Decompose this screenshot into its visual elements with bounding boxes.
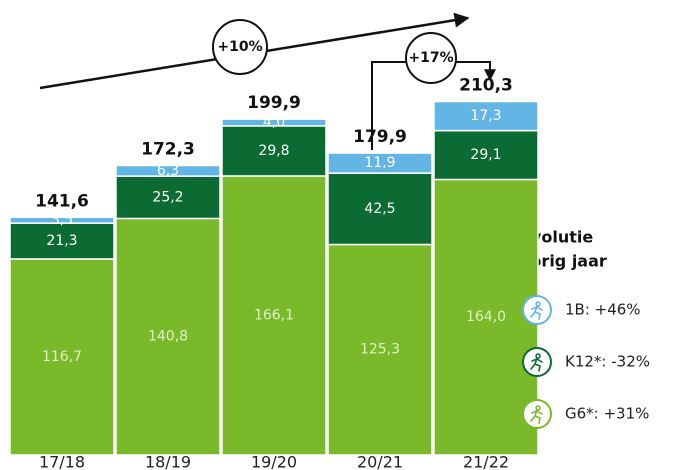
bar-segment (433, 178, 539, 456)
annotation: +17% (408, 50, 453, 66)
bar-segment (9, 216, 115, 224)
segment-label: 29,8 (258, 143, 289, 159)
bar-segment (221, 118, 327, 127)
bar-segment (221, 175, 327, 456)
bar-segment (115, 175, 221, 220)
annotation: +10% (217, 39, 262, 55)
segment-label: 125,3 (360, 342, 400, 358)
segment-label: 42,5 (364, 201, 395, 217)
legend-icon (522, 295, 552, 325)
bar-segment (115, 217, 221, 456)
segment-label: 164,0 (466, 309, 506, 325)
bar-segment (433, 129, 539, 181)
segment-label: 6,3 (157, 163, 179, 179)
legend-label: K12*: -32% (565, 353, 650, 371)
bar-segment (327, 243, 433, 456)
bar-segment (9, 258, 115, 456)
annotation-circle (405, 32, 457, 84)
x-tick-label: 20/21 (357, 453, 403, 470)
total-label: 199,9 (247, 93, 301, 113)
bar-segment (221, 125, 327, 177)
legend-icon-figure (530, 301, 543, 320)
total-label: 210,3 (459, 76, 513, 96)
segment-label: 3,5 (51, 212, 73, 228)
legend-label: G6*: +31% (565, 405, 649, 423)
legend-title: vorig jaar (520, 252, 607, 271)
x-tick-label: 18/19 (145, 453, 191, 470)
bar-segment (115, 164, 221, 177)
annotation-circle (212, 19, 268, 75)
x-tick-label: 19/20 (251, 453, 297, 470)
legend-icon (522, 347, 552, 377)
bar-segment (9, 222, 115, 260)
legend-icon (522, 399, 552, 429)
total-label: 179,9 (353, 127, 407, 147)
bar-segment (327, 152, 433, 174)
total-label: 172,3 (141, 140, 195, 160)
segment-label: 116,7 (42, 349, 82, 365)
segment-label: 140,8 (148, 329, 188, 345)
segment-label: 25,2 (152, 189, 183, 205)
segment-label: 4,0 (263, 115, 285, 131)
x-tick-label: 17/18 (39, 453, 85, 470)
bar-segment (433, 100, 539, 132)
segment-label: 21,3 (46, 233, 77, 249)
total-label: 141,6 (35, 191, 89, 211)
segment-label: 166,1 (254, 307, 294, 323)
legend-label: 1B: +46% (565, 301, 641, 319)
segment-label: 17,3 (470, 108, 501, 124)
legend-icon-figure (530, 405, 543, 424)
segment-label: 29,1 (470, 147, 501, 163)
x-tick-label: 21/22 (463, 453, 509, 470)
legend-icon-figure (530, 353, 543, 372)
segment-label: 11,9 (364, 155, 395, 171)
